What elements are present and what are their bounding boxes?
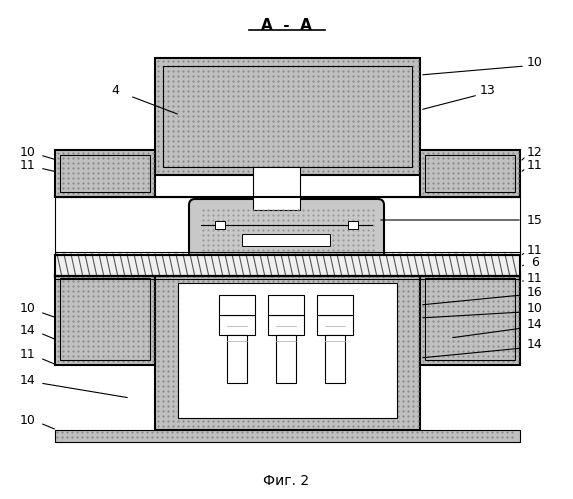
Bar: [325, 335, 345, 383]
Bar: [178, 283, 397, 418]
Bar: [276, 335, 296, 383]
Bar: [55, 150, 155, 197]
Bar: [242, 235, 330, 247]
Text: 13: 13: [480, 83, 496, 96]
Text: 15: 15: [527, 214, 543, 227]
Bar: [348, 221, 358, 229]
Bar: [55, 430, 520, 442]
Bar: [420, 273, 520, 365]
FancyBboxPatch shape: [189, 199, 384, 259]
Bar: [425, 278, 515, 360]
Text: 11: 11: [527, 159, 543, 172]
Bar: [317, 315, 353, 335]
Text: 14: 14: [527, 318, 543, 331]
Text: 6: 6: [531, 255, 539, 268]
Bar: [253, 167, 300, 210]
Text: А  -  А: А - А: [261, 17, 312, 32]
Bar: [268, 315, 304, 335]
Bar: [55, 255, 520, 276]
Text: 11: 11: [20, 159, 36, 172]
Bar: [219, 295, 255, 315]
Bar: [155, 273, 420, 430]
Text: 14: 14: [527, 338, 543, 351]
Bar: [420, 150, 520, 197]
Bar: [215, 221, 225, 229]
Text: 10: 10: [20, 301, 36, 314]
Text: 4: 4: [111, 83, 119, 96]
Bar: [317, 295, 353, 315]
Bar: [227, 335, 247, 383]
Text: Фиг. 2: Фиг. 2: [264, 474, 309, 488]
Text: 11: 11: [20, 348, 36, 361]
Text: 12: 12: [527, 146, 543, 159]
Text: 14: 14: [20, 323, 36, 336]
Bar: [60, 278, 150, 360]
Text: 10: 10: [527, 301, 543, 314]
Bar: [219, 315, 255, 335]
Bar: [60, 155, 150, 192]
Text: 10: 10: [527, 55, 543, 68]
Bar: [425, 155, 515, 192]
Text: 14: 14: [20, 373, 36, 387]
Text: 10: 10: [20, 414, 36, 427]
Text: 11: 11: [527, 244, 543, 256]
Bar: [55, 197, 520, 255]
Bar: [55, 273, 155, 365]
Bar: [155, 58, 420, 175]
Text: 16: 16: [527, 285, 543, 298]
Bar: [268, 295, 304, 315]
Bar: [163, 66, 412, 167]
Text: 11: 11: [527, 271, 543, 284]
Text: 10: 10: [20, 146, 36, 159]
